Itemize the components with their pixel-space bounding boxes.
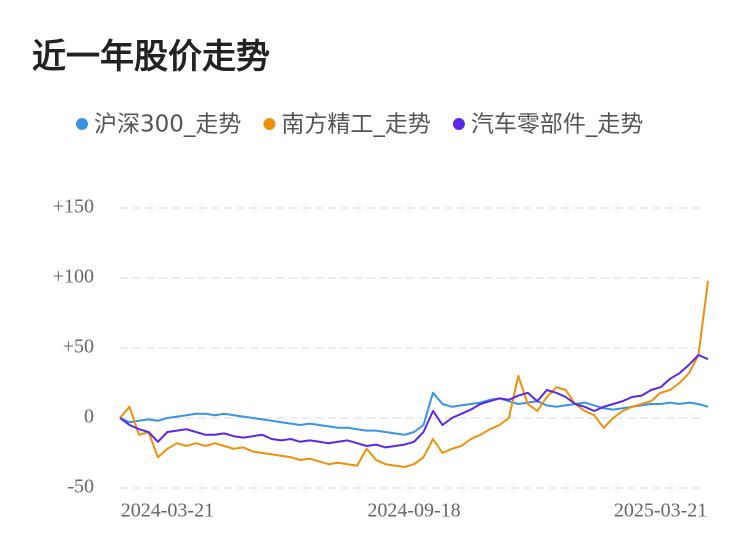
y-tick-label: +50 [63, 336, 94, 358]
x-tick-label: 2024-03-21 [121, 500, 214, 522]
y-tick-label: +100 [53, 266, 94, 288]
legend-marker [76, 118, 88, 130]
legend-marker [263, 118, 276, 130]
chart-title: 近一年股价走势 [32, 37, 270, 77]
x-tick-label: 2025-03-21 [614, 500, 707, 522]
legend-label: 汽车零部件_走势 [471, 112, 644, 138]
y-tick-label: +150 [53, 196, 94, 218]
series-line [119, 354, 709, 449]
legend-label: 南方精工_走势 [281, 112, 431, 138]
series-line [119, 280, 709, 468]
y-tick-label: 0 [84, 406, 94, 428]
series-line [119, 391, 709, 436]
x-tick-label: 2024-09-18 [367, 500, 460, 522]
legend-label: 沪深300_走势 [94, 112, 241, 138]
y-tick-label: -50 [67, 476, 94, 498]
legend-marker [452, 118, 465, 130]
